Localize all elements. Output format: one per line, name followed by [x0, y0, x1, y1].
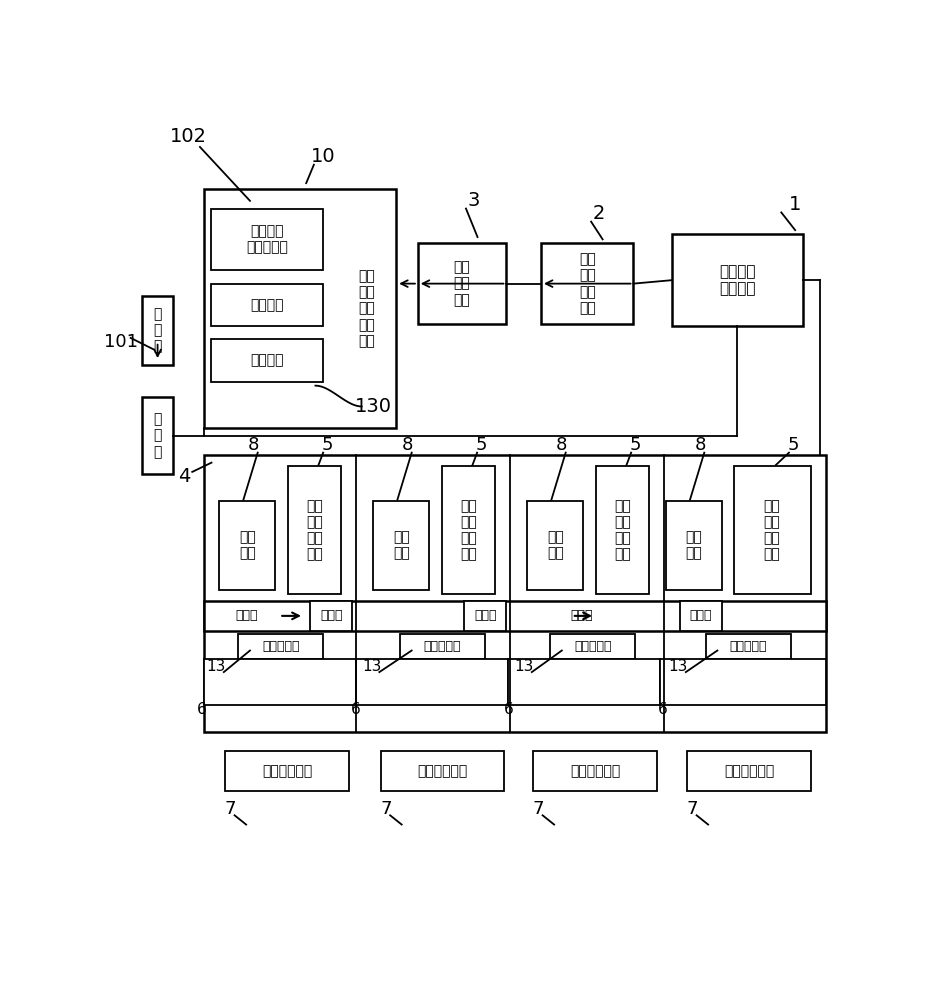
Text: 1: 1	[789, 195, 801, 214]
Bar	[204, 601, 826, 631]
Text: 6: 6	[351, 702, 361, 717]
Text: 拍摄装置: 拍摄装置	[250, 298, 284, 312]
Bar	[659, 659, 826, 705]
Bar	[672, 234, 803, 326]
Text: 7: 7	[533, 800, 545, 818]
Text: 13: 13	[206, 659, 226, 674]
Text: 5: 5	[321, 436, 333, 454]
Text: 8: 8	[403, 436, 414, 454]
Bar	[464, 601, 506, 631]
Bar	[142, 397, 173, 474]
Bar	[733, 466, 811, 594]
Text: 升降机: 升降机	[320, 609, 343, 622]
Text: 第三
药筐
缓存
药架: 第三 药筐 缓存 药架	[615, 499, 631, 561]
Text: 药筐感应器: 药筐感应器	[262, 640, 300, 653]
Bar	[527, 501, 584, 590]
Bar	[219, 501, 276, 590]
Bar	[666, 501, 722, 590]
Text: 药筐感应器: 药筐感应器	[729, 640, 767, 653]
Text: 3: 3	[468, 191, 480, 210]
Bar	[550, 634, 635, 659]
Text: 102: 102	[170, 127, 207, 146]
Text: 传送带: 传送带	[571, 609, 593, 622]
Text: 药品
调配
系统: 药品 调配 系统	[454, 260, 471, 307]
Text: 医院配药
管理系统: 医院配药 管理系统	[719, 264, 756, 296]
Bar	[211, 284, 323, 326]
Bar	[204, 455, 826, 732]
Text: 药筐感应器: 药筐感应器	[573, 640, 612, 653]
Bar	[289, 466, 341, 594]
Bar	[204, 659, 356, 705]
Bar	[597, 466, 649, 594]
Bar	[541, 243, 633, 324]
Bar	[310, 601, 352, 631]
Bar	[211, 209, 323, 270]
Bar	[680, 601, 722, 631]
Text: 传
送
带: 传 送 带	[153, 307, 162, 353]
Text: 核对系统: 核对系统	[250, 354, 284, 368]
Text: 8: 8	[695, 436, 706, 454]
Text: 13: 13	[515, 659, 534, 674]
Text: 5: 5	[787, 436, 799, 454]
Bar	[417, 243, 506, 324]
Text: 第四显示装置: 第四显示装置	[724, 764, 774, 778]
Text: 扫码
装置: 扫码 装置	[686, 530, 702, 561]
Text: 10: 10	[311, 147, 335, 166]
Text: 第一显示装置: 第一显示装置	[262, 764, 312, 778]
Text: 13: 13	[669, 659, 687, 674]
Text: 处方
药筐
绑定
系统: 处方 药筐 绑定 系统	[579, 252, 596, 315]
Text: 药品
核对
与贴
标签
系统: 药品 核对 与贴 标签 系统	[359, 269, 375, 348]
Text: 6: 6	[503, 702, 514, 717]
Text: 7: 7	[687, 800, 699, 818]
Bar	[381, 751, 504, 791]
Text: 第一
药筐
缓存
药架: 第一 药筐 缓存 药架	[306, 499, 323, 561]
Text: 传
送
带: 传 送 带	[153, 412, 162, 459]
Text: 第二
药筐
缓存
药架: 第二 药筐 缓存 药架	[460, 499, 477, 561]
Text: 药筐感应器: 药筐感应器	[424, 640, 461, 653]
Text: 6: 6	[197, 702, 207, 717]
Bar	[706, 634, 790, 659]
Bar	[225, 751, 348, 791]
Text: 药品标签
打印贴标机: 药品标签 打印贴标机	[247, 224, 289, 254]
Bar	[400, 634, 485, 659]
Text: 传送带: 传送带	[234, 609, 258, 622]
Text: 5: 5	[630, 436, 641, 454]
Bar	[443, 466, 495, 594]
Text: 7: 7	[225, 800, 236, 818]
Text: 8: 8	[248, 436, 260, 454]
Text: 13: 13	[362, 659, 381, 674]
Text: 8: 8	[556, 436, 568, 454]
Text: 7: 7	[380, 800, 392, 818]
Text: 5: 5	[475, 436, 487, 454]
Bar	[533, 751, 657, 791]
Text: 130: 130	[355, 397, 391, 416]
Text: 扫码
装置: 扫码 装置	[547, 530, 563, 561]
Text: 第三显示装置: 第三显示装置	[570, 764, 620, 778]
Text: 扫码
装置: 扫码 装置	[239, 530, 256, 561]
Text: 扫码
装置: 扫码 装置	[393, 530, 410, 561]
Text: 升降机: 升降机	[474, 609, 497, 622]
Bar	[508, 659, 659, 705]
Text: 4: 4	[178, 467, 191, 486]
Text: 升降机: 升降机	[689, 609, 712, 622]
Bar	[356, 659, 508, 705]
Bar	[142, 296, 173, 365]
Bar	[238, 634, 323, 659]
Text: 第四
药筐
缓存
药架: 第四 药筐 缓存 药架	[764, 499, 781, 561]
Bar	[211, 339, 323, 382]
Text: 6: 6	[658, 702, 668, 717]
Text: 第二显示装置: 第二显示装置	[417, 764, 468, 778]
Text: 2: 2	[592, 204, 605, 223]
Bar	[374, 501, 430, 590]
Bar	[687, 751, 811, 791]
Text: 101: 101	[104, 333, 137, 351]
Bar	[204, 189, 396, 428]
